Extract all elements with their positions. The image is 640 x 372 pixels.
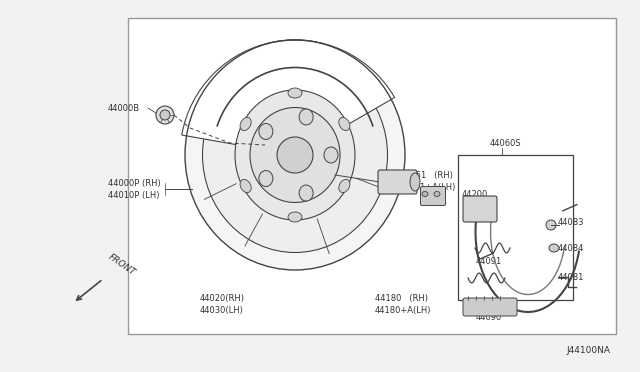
Ellipse shape bbox=[324, 147, 338, 163]
FancyBboxPatch shape bbox=[463, 298, 517, 316]
Ellipse shape bbox=[288, 212, 302, 222]
Ellipse shape bbox=[259, 124, 273, 140]
Text: 44200: 44200 bbox=[462, 189, 488, 199]
Text: 44000P (RH): 44000P (RH) bbox=[108, 179, 161, 187]
Text: 44051+A(LH): 44051+A(LH) bbox=[400, 183, 456, 192]
Ellipse shape bbox=[288, 88, 302, 98]
Text: 44083: 44083 bbox=[558, 218, 584, 227]
Circle shape bbox=[160, 110, 170, 120]
Text: 44084: 44084 bbox=[558, 244, 584, 253]
Ellipse shape bbox=[434, 192, 440, 196]
Ellipse shape bbox=[240, 118, 252, 131]
Text: 44091: 44091 bbox=[476, 257, 502, 266]
Bar bbox=[128, 18, 616, 334]
Ellipse shape bbox=[410, 173, 420, 191]
Bar bbox=[458, 155, 573, 300]
Text: 44000B: 44000B bbox=[108, 103, 140, 112]
Circle shape bbox=[277, 137, 313, 173]
Ellipse shape bbox=[549, 244, 559, 252]
Text: 44180   (RH): 44180 (RH) bbox=[375, 294, 428, 302]
Ellipse shape bbox=[235, 90, 355, 220]
Text: 44180+A(LH): 44180+A(LH) bbox=[375, 305, 431, 314]
Ellipse shape bbox=[202, 58, 387, 253]
Text: 44060S: 44060S bbox=[490, 139, 522, 148]
Circle shape bbox=[546, 220, 556, 230]
Ellipse shape bbox=[299, 109, 313, 125]
Ellipse shape bbox=[250, 108, 340, 202]
Text: 44010P (LH): 44010P (LH) bbox=[108, 190, 159, 199]
Text: 44090: 44090 bbox=[476, 314, 502, 323]
Ellipse shape bbox=[240, 179, 252, 193]
FancyBboxPatch shape bbox=[378, 170, 417, 194]
Text: 44030(LH): 44030(LH) bbox=[200, 305, 244, 314]
Ellipse shape bbox=[185, 40, 405, 270]
FancyBboxPatch shape bbox=[420, 186, 445, 205]
Ellipse shape bbox=[259, 170, 273, 186]
Ellipse shape bbox=[299, 185, 313, 201]
Circle shape bbox=[156, 106, 174, 124]
FancyBboxPatch shape bbox=[463, 196, 497, 222]
Text: 44020(RH): 44020(RH) bbox=[200, 294, 245, 302]
Text: J44100NA: J44100NA bbox=[566, 346, 610, 355]
Text: 44051   (RH): 44051 (RH) bbox=[400, 170, 453, 180]
Wedge shape bbox=[182, 40, 395, 155]
Ellipse shape bbox=[339, 179, 350, 193]
Text: FRONT: FRONT bbox=[107, 252, 138, 277]
Ellipse shape bbox=[422, 192, 428, 196]
Text: 44081: 44081 bbox=[558, 273, 584, 282]
Ellipse shape bbox=[339, 118, 350, 131]
